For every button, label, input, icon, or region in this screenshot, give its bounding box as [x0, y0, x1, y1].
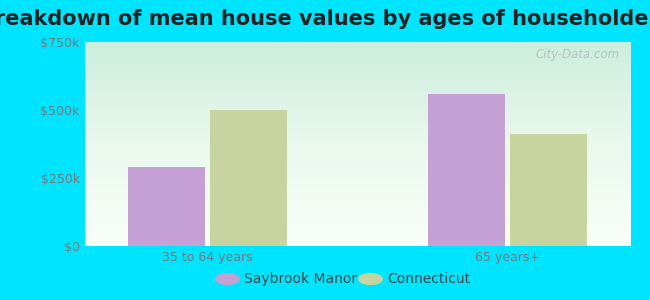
Bar: [428, 94, 505, 246]
Text: City-Data.com: City-Data.com: [536, 48, 619, 61]
Bar: [128, 167, 205, 246]
Bar: [128, 167, 205, 246]
Bar: [210, 110, 287, 246]
Text: Breakdown of mean house values by ages of householders: Breakdown of mean house values by ages o…: [0, 9, 650, 29]
Bar: [510, 134, 587, 246]
Bar: [210, 110, 287, 246]
Bar: [510, 134, 587, 246]
Text: Saybrook Manor: Saybrook Manor: [244, 272, 357, 286]
Bar: [428, 94, 505, 246]
Text: Connecticut: Connecticut: [387, 272, 470, 286]
